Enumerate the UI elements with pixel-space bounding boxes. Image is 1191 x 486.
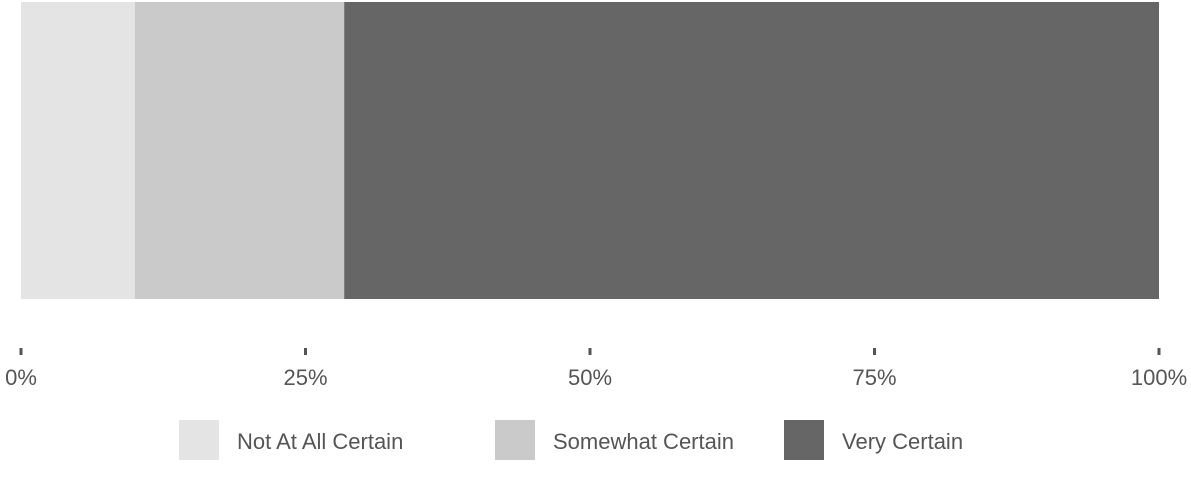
legend-label-somewhat-certain: Somewhat Certain bbox=[553, 429, 734, 454]
legend-swatch-very-certain bbox=[784, 420, 824, 460]
legend-label-not-at-all-certain: Not At All Certain bbox=[237, 429, 403, 454]
x-tick-label: 50% bbox=[568, 365, 612, 390]
legend-swatch-somewhat-certain bbox=[495, 420, 535, 460]
x-tick-label: 25% bbox=[283, 365, 327, 390]
bar-segments bbox=[21, 2, 1159, 299]
bar-segment-not-at-all-certain bbox=[21, 2, 135, 299]
x-tick-label: 75% bbox=[852, 365, 896, 390]
legend: Not At All Certain Somewhat Certain Very C… bbox=[179, 420, 963, 460]
x-tick-label: 0% bbox=[5, 365, 37, 390]
bar-segment-somewhat-certain bbox=[134, 2, 345, 299]
x-axis: 0% 25% 50% 75% 100% bbox=[5, 348, 1187, 390]
legend-label-very-certain: Very Certain bbox=[842, 429, 963, 454]
x-tick-label: 100% bbox=[1131, 365, 1187, 390]
bar-segment-very-certain bbox=[344, 2, 1159, 299]
legend-swatch-not-at-all-certain bbox=[179, 420, 219, 460]
